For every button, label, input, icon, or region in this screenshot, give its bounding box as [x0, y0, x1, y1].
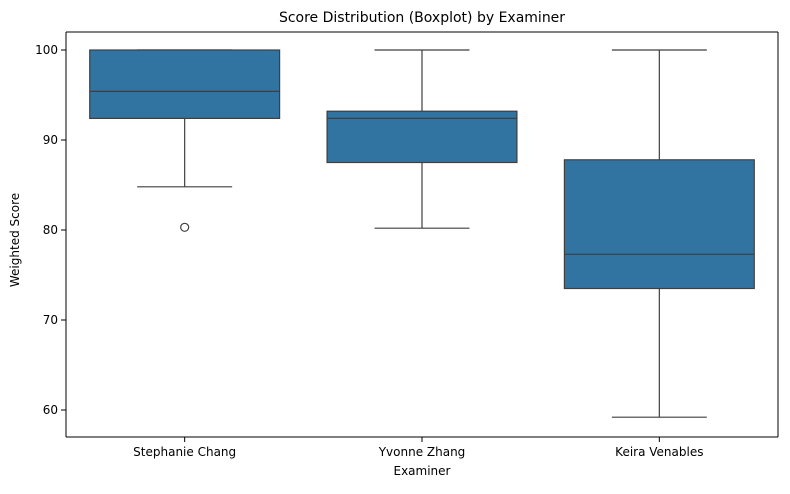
- y-tick-label-70: 70: [43, 313, 58, 327]
- x-axis-title: Examiner: [394, 464, 451, 478]
- y-tick-label-100: 100: [35, 43, 58, 57]
- y-tick-label-60: 60: [43, 403, 58, 417]
- x-tick-label-yvonne-zhang: Yvonne Zhang: [378, 445, 466, 459]
- x-tick-label-stephanie-chang: Stephanie Chang: [133, 445, 236, 459]
- y-axis-title: Weighted Score: [8, 193, 22, 287]
- y-tick-label-90: 90: [43, 133, 58, 147]
- plot-area: 60 70 80 90 100 Stephanie Chang Yvonne Zhang Ke…: [35, 31, 779, 459]
- x-tick-label-keira-venables: Keira Venables: [615, 445, 703, 459]
- y-tick-label-80: 80: [43, 223, 58, 237]
- chart-title: Score Distribution (Boxplot) by Examiner: [279, 10, 565, 26]
- box-stephanie-chang: [89, 49, 281, 120]
- outlier-point-stephanie-chang-0: [180, 222, 190, 232]
- box-yvonne-zhang: [326, 110, 518, 164]
- box-keira-venables: [563, 159, 755, 290]
